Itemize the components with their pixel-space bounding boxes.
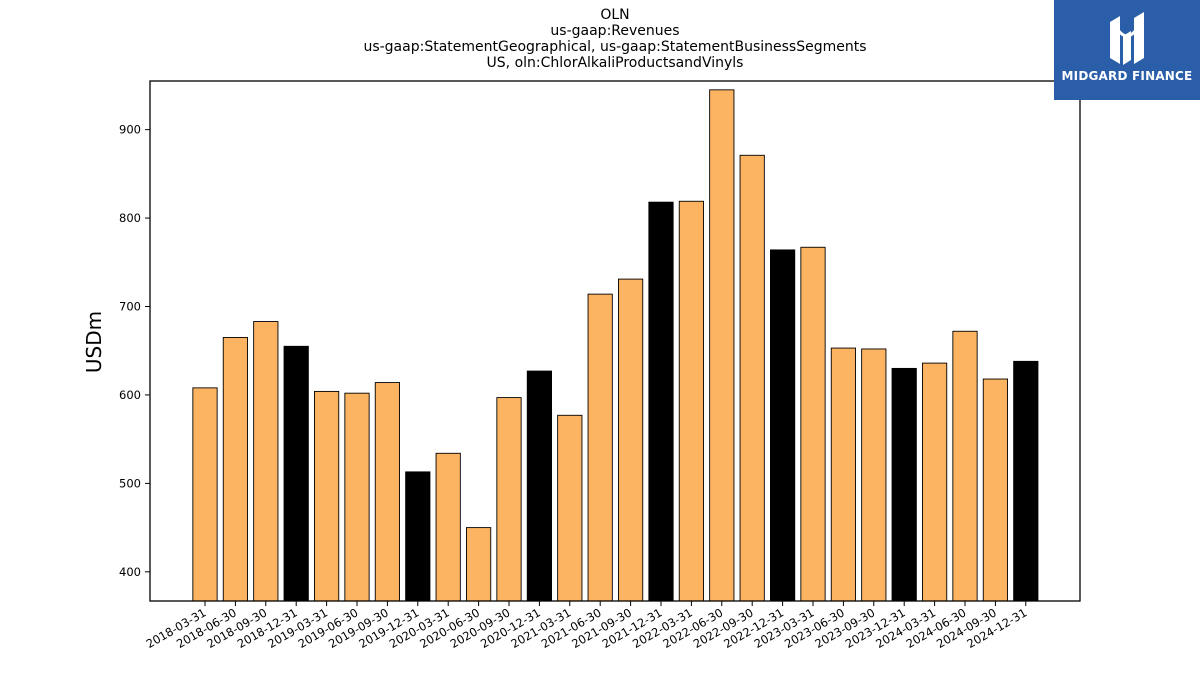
midgard-logo-icon <box>1110 12 1144 65</box>
bar-2018-06-30 <box>222 337 248 602</box>
chart-title: OLN us-gaap:Revenues us-gaap:StatementGe… <box>150 7 1080 71</box>
bar-2023-06-30 <box>830 347 856 602</box>
bar-2020-03-31 <box>435 452 461 602</box>
bar-2018-12-31 <box>283 345 309 602</box>
midgard-finance-logo: MIDGARD FINANCE <box>1054 0 1200 100</box>
bar-2021-12-31 <box>648 201 674 602</box>
y-tick-label: 900 <box>119 123 141 137</box>
bar-2023-12-31 <box>891 367 917 602</box>
bar-2020-06-30 <box>466 527 492 602</box>
bar-2019-09-30 <box>374 382 400 602</box>
bar-2021-03-31 <box>557 414 583 602</box>
bar-2023-09-30 <box>861 348 887 602</box>
plot-frame <box>149 80 1081 602</box>
chart-title-line-4: US, oln:ChlorAlkaliProductsandVinyls <box>486 55 744 71</box>
chart-title-line-2: us-gaap:Revenues <box>550 23 680 39</box>
x-axis: 2018-03-312018-06-302018-09-302018-12-31… <box>144 601 1029 651</box>
y-tick-label: 600 <box>119 388 141 402</box>
chart-title-line-3: us-gaap:StatementGeographical, us-gaap:S… <box>363 39 867 55</box>
bar-2024-09-30 <box>982 378 1008 602</box>
bar-2022-03-31 <box>678 200 704 602</box>
bar-2018-09-30 <box>253 321 279 602</box>
bar-2018-03-31 <box>192 387 218 602</box>
bar-2024-12-31 <box>1013 360 1039 602</box>
bar-2024-06-30 <box>952 330 978 602</box>
bar-2020-12-31 <box>526 370 552 602</box>
y-tick-label: 800 <box>119 211 141 225</box>
bar-2023-03-31 <box>800 246 826 602</box>
chart-title-line-1: OLN <box>600 7 630 23</box>
bar-2024-03-31 <box>922 362 948 602</box>
bar-2019-06-30 <box>344 392 370 602</box>
bar-2022-06-30 <box>709 89 735 602</box>
bar-2021-06-30 <box>587 293 613 602</box>
y-tick-label: 700 <box>119 300 141 314</box>
logo-text: MIDGARD FINANCE <box>1061 69 1193 83</box>
bar-2022-12-31 <box>770 249 796 602</box>
y-axis: 400 500 600 700 800 900 <box>119 123 150 579</box>
bar-2020-09-30 <box>496 397 522 602</box>
bar-2022-09-30 <box>739 154 765 602</box>
bar-2019-03-31 <box>314 390 340 602</box>
bars-group <box>192 89 1039 602</box>
bar-2021-09-30 <box>618 278 644 602</box>
y-tick-label: 400 <box>119 565 141 579</box>
bar-2019-12-31 <box>405 471 431 602</box>
y-tick-label: 500 <box>119 476 141 490</box>
